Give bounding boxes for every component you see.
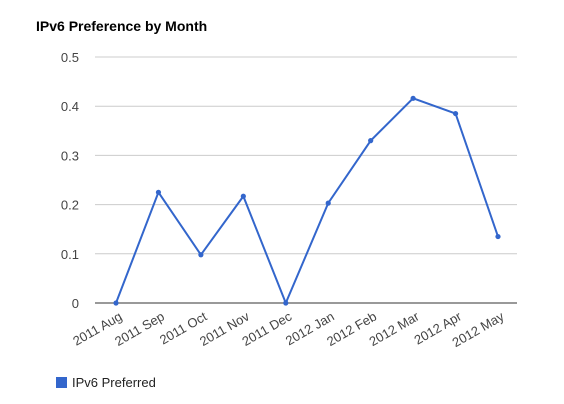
series-line-ipv6-preferred: [115, 97, 499, 306]
y-tick-label: 0.2: [61, 198, 79, 213]
y-tick-label: 0: [72, 296, 79, 311]
y-tick-label: 0.4: [61, 99, 79, 114]
y-tick-label: 0.1: [61, 247, 79, 262]
data-point: [452, 110, 459, 117]
data-point: [368, 138, 374, 144]
data-point: [113, 300, 119, 306]
data-point: [155, 189, 162, 195]
y-tick-label: 0.5: [61, 50, 79, 65]
legend-label: IPv6 Preferred: [72, 375, 156, 390]
data-point: [410, 95, 416, 101]
data-point: [283, 300, 289, 306]
data-point: [240, 193, 246, 199]
y-axis-ticks: 0 0.1 0.2 0.3 0.4 0.5: [61, 50, 79, 311]
data-point: [325, 200, 331, 206]
gridlines: [95, 56, 517, 304]
chart-title: IPv6 Preference by Month: [36, 18, 207, 34]
legend-swatch: [56, 377, 67, 388]
series-points: [113, 95, 501, 306]
y-tick-label: 0.3: [61, 148, 79, 163]
data-point: [198, 252, 204, 258]
data-point: [495, 233, 501, 240]
legend: IPv6 Preferred: [56, 375, 156, 390]
